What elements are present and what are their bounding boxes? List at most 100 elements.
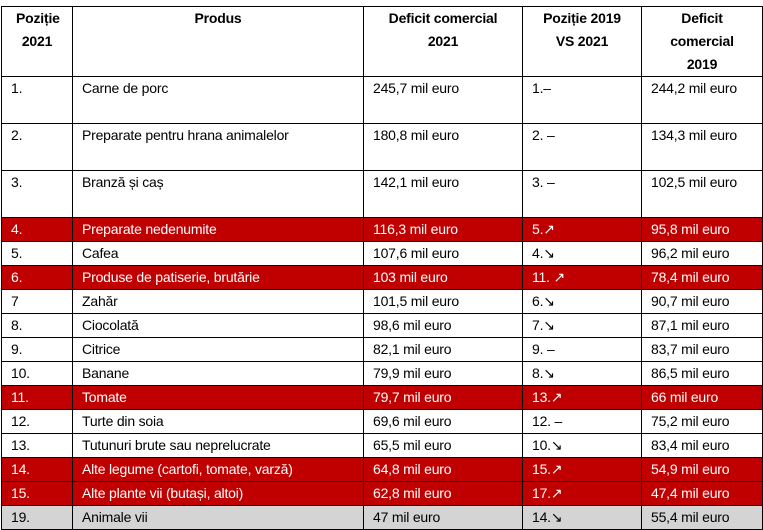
table-row: 15. Alte plante vii (butași, altoi) 62,8 m…: [1, 481, 763, 506]
position-2019-cell: 14.↘: [522, 505, 642, 530]
deficit-2019-cell: 47,4 mil euro: [641, 481, 763, 506]
deficit-2021-cell: 82,1 mil euro: [363, 337, 523, 362]
deficit-2021-cell: 107,6 mil euro: [363, 241, 523, 266]
position-cell: 9.: [1, 337, 73, 362]
position-2019-cell: 12. –: [522, 409, 642, 434]
table-row: 4. Preparate nedenumite 116,3 mil euro 5.↗ 9…: [1, 217, 763, 242]
table-row: 19. Animale vii 47 mil euro 14.↘ 55,4 mil eu…: [1, 505, 763, 530]
position-cell: 12.: [1, 409, 73, 434]
position-cell: 11.: [1, 385, 73, 410]
table-row: 7 Zahăr 101,5 mil euro 6.↘ 90,7 mil euro: [1, 289, 763, 314]
position-2019-cell: 4.↘: [522, 241, 642, 266]
position-2019-cell: 3. –: [522, 170, 642, 218]
position-cell: 1.: [1, 76, 73, 124]
position-2019-cell: 9. –: [522, 337, 642, 362]
position-2019-cell: 7.↘: [522, 313, 642, 338]
header-deficit-2019: Deficit comercial 2019: [641, 6, 763, 77]
table-row: 3. Branză și caș 142,1 mil euro 3. –102,5 m…: [1, 170, 763, 218]
deficit-2019-cell: 83,4 mil euro: [641, 433, 763, 458]
table-row: 2. Preparate pentru hrana animalelor 180,8…: [1, 123, 763, 171]
position-2019-cell: 10.↘: [522, 433, 642, 458]
position-cell: 8.: [1, 313, 73, 338]
position-cell: 5.: [1, 241, 73, 266]
position-cell: 19.: [1, 505, 73, 530]
deficit-2019-cell: 244,2 mil euro: [641, 76, 763, 124]
position-cell: 14.: [1, 457, 73, 482]
position-2019-cell: 5.↗: [522, 217, 642, 242]
position-cell: 6.: [1, 265, 73, 290]
deficit-2021-cell: 65,5 mil euro: [363, 433, 523, 458]
deficit-2021-cell: 62,8 mil euro: [363, 481, 523, 506]
deficit-2021-cell: 79,7 mil euro: [363, 385, 523, 410]
deficit-2021-cell: 180,8 mil euro: [363, 123, 523, 171]
position-2019-cell: 15.↗: [522, 457, 642, 482]
table-row: 10. Banane 79,9 mil euro 8.↘ 86,5 mil euro: [1, 361, 763, 386]
product-cell: Cafea: [72, 241, 364, 266]
product-cell: Preparate pentru hrana animalelor: [72, 123, 364, 171]
deficit-2019-cell: 96,2 mil euro: [641, 241, 763, 266]
deficit-2021-cell: 142,1 mil euro: [363, 170, 523, 218]
deficit-2019-cell: 102,5 mil euro: [641, 170, 763, 218]
table-row: 6. Produse de patiserie, brutărie 103 mil …: [1, 265, 763, 290]
product-cell: Zahăr: [72, 289, 364, 314]
product-cell: Turte din soia: [72, 409, 364, 434]
table-row: 9. Citrice 82,1 mil euro 9. –83,7 mil euro: [1, 337, 763, 362]
table-row: 11. Tomate 79,7 mil euro 13.↗ 66 mil euro: [1, 385, 763, 410]
product-cell: Animale vii: [72, 505, 364, 530]
product-cell: Branză și caș: [72, 170, 364, 218]
table-row: 1. Carne de porc 245,7 mil euro 1.– 244,2 mi…: [1, 76, 763, 124]
header-product: Produs: [72, 6, 364, 77]
deficit-2021-cell: 101,5 mil euro: [363, 289, 523, 314]
deficit-2019-cell: 87,1 mil euro: [641, 313, 763, 338]
product-cell: Alte plante vii (butași, altoi): [72, 481, 364, 506]
position-cell: 2.: [1, 123, 73, 171]
deficit-2021-cell: 245,7 mil euro: [363, 76, 523, 124]
position-cell: 3.: [1, 170, 73, 218]
deficit-2019-cell: 86,5 mil euro: [641, 361, 763, 386]
deficit-2021-cell: 69,6 mil euro: [363, 409, 523, 434]
header-row: Poziție 2021 Produs Deficit comercial 20…: [1, 6, 763, 77]
table-row: 14. Alte legume (cartofi, tomate, varză) 6…: [1, 457, 763, 482]
deficit-2021-cell: 103 mil euro: [363, 265, 523, 290]
product-cell: Citrice: [72, 337, 364, 362]
deficit-2019-cell: 75,2 mil euro: [641, 409, 763, 434]
position-2019-cell: 2. –: [522, 123, 642, 171]
table-row: 12. Turte din soia 69,6 mil euro 12. –75,2 …: [1, 409, 763, 434]
product-cell: Produse de patiserie, brutărie: [72, 265, 364, 290]
position-cell: 4.: [1, 217, 73, 242]
deficit-2019-cell: 78,4 mil euro: [641, 265, 763, 290]
position-2019-cell: 8.↘: [522, 361, 642, 386]
product-cell: Alte legume (cartofi, tomate, varză): [72, 457, 364, 482]
position-2019-cell: 17.↗: [522, 481, 642, 506]
position-cell: 7: [1, 289, 73, 314]
table-row: 13. Tutunuri brute sau neprelucrate 65,5 m…: [1, 433, 763, 458]
trade-deficit-table: Poziție 2021 Produs Deficit comercial 20…: [1, 6, 763, 530]
deficit-2021-cell: 116,3 mil euro: [363, 217, 523, 242]
product-cell: Banane: [72, 361, 364, 386]
position-cell: 10.: [1, 361, 73, 386]
product-cell: Carne de porc: [72, 76, 364, 124]
deficit-2019-cell: 55,4 mil euro: [641, 505, 763, 530]
deficit-2021-cell: 79,9 mil euro: [363, 361, 523, 386]
position-2019-cell: 1.–: [522, 76, 642, 124]
header-position-2019-vs-2021: Poziție 2019 VS 2021: [522, 6, 642, 77]
deficit-2021-cell: 64,8 mil euro: [363, 457, 523, 482]
deficit-2019-cell: 134,3 mil euro: [641, 123, 763, 171]
position-2019-cell: 6.↘: [522, 289, 642, 314]
product-cell: Preparate nedenumite: [72, 217, 364, 242]
table-row: 8. Ciocolată 98,6 mil euro 7.↘ 87,1 mil euro: [1, 313, 763, 338]
position-2019-cell: 13.↗: [522, 385, 642, 410]
product-cell: Tomate: [72, 385, 364, 410]
position-2019-cell: 11. ↗: [522, 265, 642, 290]
deficit-2019-cell: 83,7 mil euro: [641, 337, 763, 362]
product-cell: Tutunuri brute sau neprelucrate: [72, 433, 364, 458]
table-row: 5. Cafea 107,6 mil euro 4.↘ 96,2 mil euro: [1, 241, 763, 266]
deficit-2021-cell: 98,6 mil euro: [363, 313, 523, 338]
deficit-2019-cell: 95,8 mil euro: [641, 217, 763, 242]
product-cell: Ciocolată: [72, 313, 364, 338]
deficit-2019-cell: 90,7 mil euro: [641, 289, 763, 314]
deficit-2019-cell: 66 mil euro: [641, 385, 763, 410]
deficit-2021-cell: 47 mil euro: [363, 505, 523, 530]
position-cell: 13.: [1, 433, 73, 458]
position-cell: 15.: [1, 481, 73, 506]
